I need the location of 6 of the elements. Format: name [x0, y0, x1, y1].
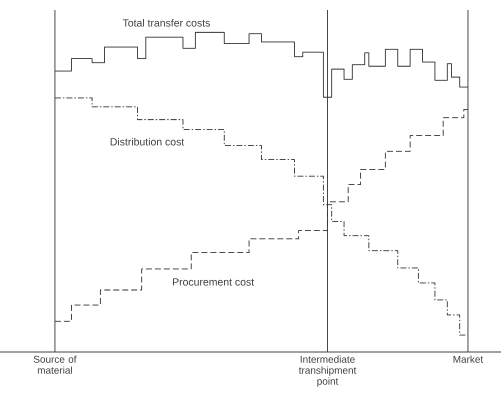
x-tick-label: Source of material: [34, 356, 77, 374]
series-label: Procurement cost: [172, 278, 254, 286]
x-tick-label: Market: [454, 356, 484, 363]
series-label: Distribution cost: [110, 138, 184, 146]
series-label: Total transfer costs: [122, 18, 210, 27]
x-tick-label: Intermediate transhipment point: [298, 356, 356, 387]
